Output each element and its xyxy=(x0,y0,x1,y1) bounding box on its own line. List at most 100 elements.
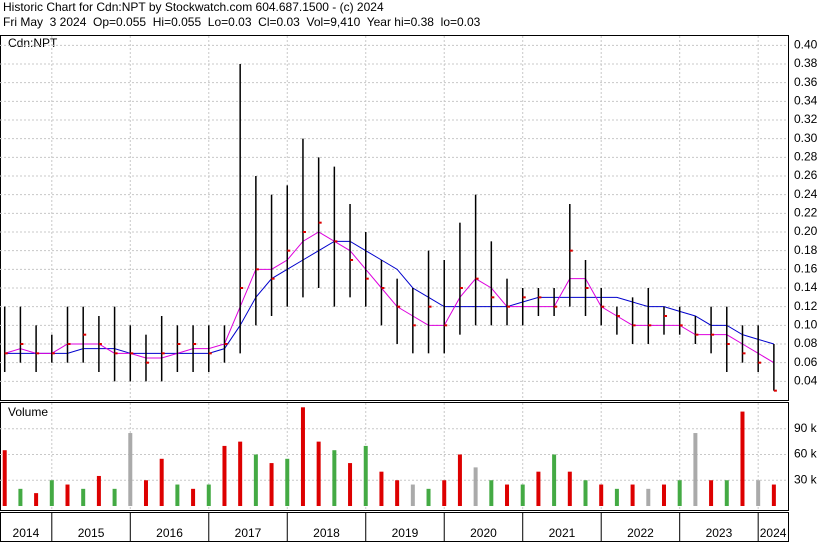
x-tick-label: 2024 xyxy=(760,526,787,540)
volume-bar xyxy=(65,484,70,506)
close-mark xyxy=(475,277,479,280)
volume-bar xyxy=(348,463,353,506)
volume-bar xyxy=(112,488,117,506)
volume-bar xyxy=(143,480,148,506)
y-tick-label: 0.12 xyxy=(794,299,818,313)
volume-bar xyxy=(269,463,274,506)
y-tick-label: 0.30 xyxy=(794,131,818,145)
close-mark xyxy=(742,352,746,355)
volume-bar xyxy=(520,484,525,506)
close-mark xyxy=(444,324,448,327)
y2-tick-label: 90 k xyxy=(794,421,818,435)
close-mark xyxy=(334,240,338,243)
y-tick-label: 0.18 xyxy=(794,243,818,257)
volume-bar xyxy=(489,480,494,506)
volume-bar xyxy=(2,450,7,506)
close-mark xyxy=(397,305,401,308)
x-tick-label: 2016 xyxy=(156,526,183,540)
volume-bar xyxy=(614,488,619,506)
volume-bar xyxy=(677,480,682,506)
close-mark xyxy=(459,287,463,289)
volume-bar xyxy=(552,454,557,506)
x-tick-label: 2021 xyxy=(549,526,576,540)
volume-bar xyxy=(206,484,211,506)
y-tick-label: 0.04 xyxy=(794,374,818,388)
close-mark xyxy=(428,305,432,308)
symbol-label: Cdn:NPT xyxy=(8,36,58,50)
close-mark xyxy=(161,352,165,355)
volume-bar xyxy=(599,484,604,506)
close-mark xyxy=(20,343,24,345)
volume-bar xyxy=(96,475,101,506)
close-mark xyxy=(412,324,416,327)
x-tick-label: 2018 xyxy=(313,526,340,540)
volume-bar xyxy=(128,433,133,506)
volume-bar xyxy=(81,488,86,506)
close-mark xyxy=(114,352,118,355)
volume-bar xyxy=(18,488,23,506)
close-mark xyxy=(554,305,558,308)
y-tick-label: 0.38 xyxy=(794,56,818,70)
volume-bar xyxy=(238,441,243,506)
volume-panel xyxy=(0,402,789,511)
close-mark xyxy=(255,268,259,271)
y-tick-label: 0.24 xyxy=(794,187,818,201)
x-tick-label: 2023 xyxy=(706,526,733,540)
y-tick-label: 0.40 xyxy=(794,38,818,52)
close-mark xyxy=(711,333,715,336)
close-mark xyxy=(51,352,55,355)
volume-bar xyxy=(740,411,745,506)
y-tick-label: 0.32 xyxy=(794,112,818,126)
volume-bar xyxy=(300,407,305,506)
close-mark xyxy=(287,249,291,252)
close-mark xyxy=(67,343,71,345)
volume-bar xyxy=(34,493,39,506)
close-mark xyxy=(98,343,102,345)
close-mark xyxy=(569,249,573,252)
close-mark xyxy=(507,305,511,308)
close-mark xyxy=(381,287,385,289)
close-mark xyxy=(224,343,228,345)
volume-bar xyxy=(724,480,729,506)
y-tick-label: 0.10 xyxy=(794,318,818,332)
volume-bar xyxy=(410,484,415,506)
y-tick-label: 0.20 xyxy=(794,224,818,238)
x-tick-label: 2017 xyxy=(235,526,262,540)
close-mark xyxy=(522,296,526,299)
close-mark xyxy=(271,277,275,280)
volume-bar xyxy=(285,458,290,506)
close-mark xyxy=(208,352,212,355)
volume-bar xyxy=(756,480,761,506)
volume-bar xyxy=(693,433,698,506)
close-mark xyxy=(145,361,149,364)
y-tick-label: 0.06 xyxy=(794,355,818,369)
close-mark xyxy=(663,315,667,317)
x-tick-label: 2020 xyxy=(470,526,497,540)
volume-bar xyxy=(567,471,572,506)
close-mark xyxy=(36,352,40,355)
volume-bar xyxy=(661,484,666,506)
volume-bar xyxy=(363,445,368,506)
close-mark xyxy=(601,305,605,308)
volume-bar xyxy=(253,454,258,506)
volume-bar xyxy=(316,441,321,506)
volume-bar xyxy=(646,488,651,506)
volume-bar xyxy=(473,467,478,506)
close-mark xyxy=(318,221,322,224)
x-tick-label: 2019 xyxy=(392,526,419,540)
chart-title: Historic Chart for Cdn:NPT by Stockwatch… xyxy=(3,0,384,14)
date-panel xyxy=(0,512,789,542)
volume-bar xyxy=(175,484,180,506)
close-mark xyxy=(679,324,683,327)
volume-bar xyxy=(709,480,714,506)
x-tick-label: 2014 xyxy=(13,526,40,540)
close-mark xyxy=(695,333,699,336)
y-tick-label: 0.26 xyxy=(794,168,818,182)
volume-bar xyxy=(191,488,196,506)
close-mark xyxy=(632,324,636,327)
volume-bar xyxy=(426,488,431,506)
close-mark xyxy=(83,333,87,336)
y-tick-label: 0.16 xyxy=(794,262,818,276)
